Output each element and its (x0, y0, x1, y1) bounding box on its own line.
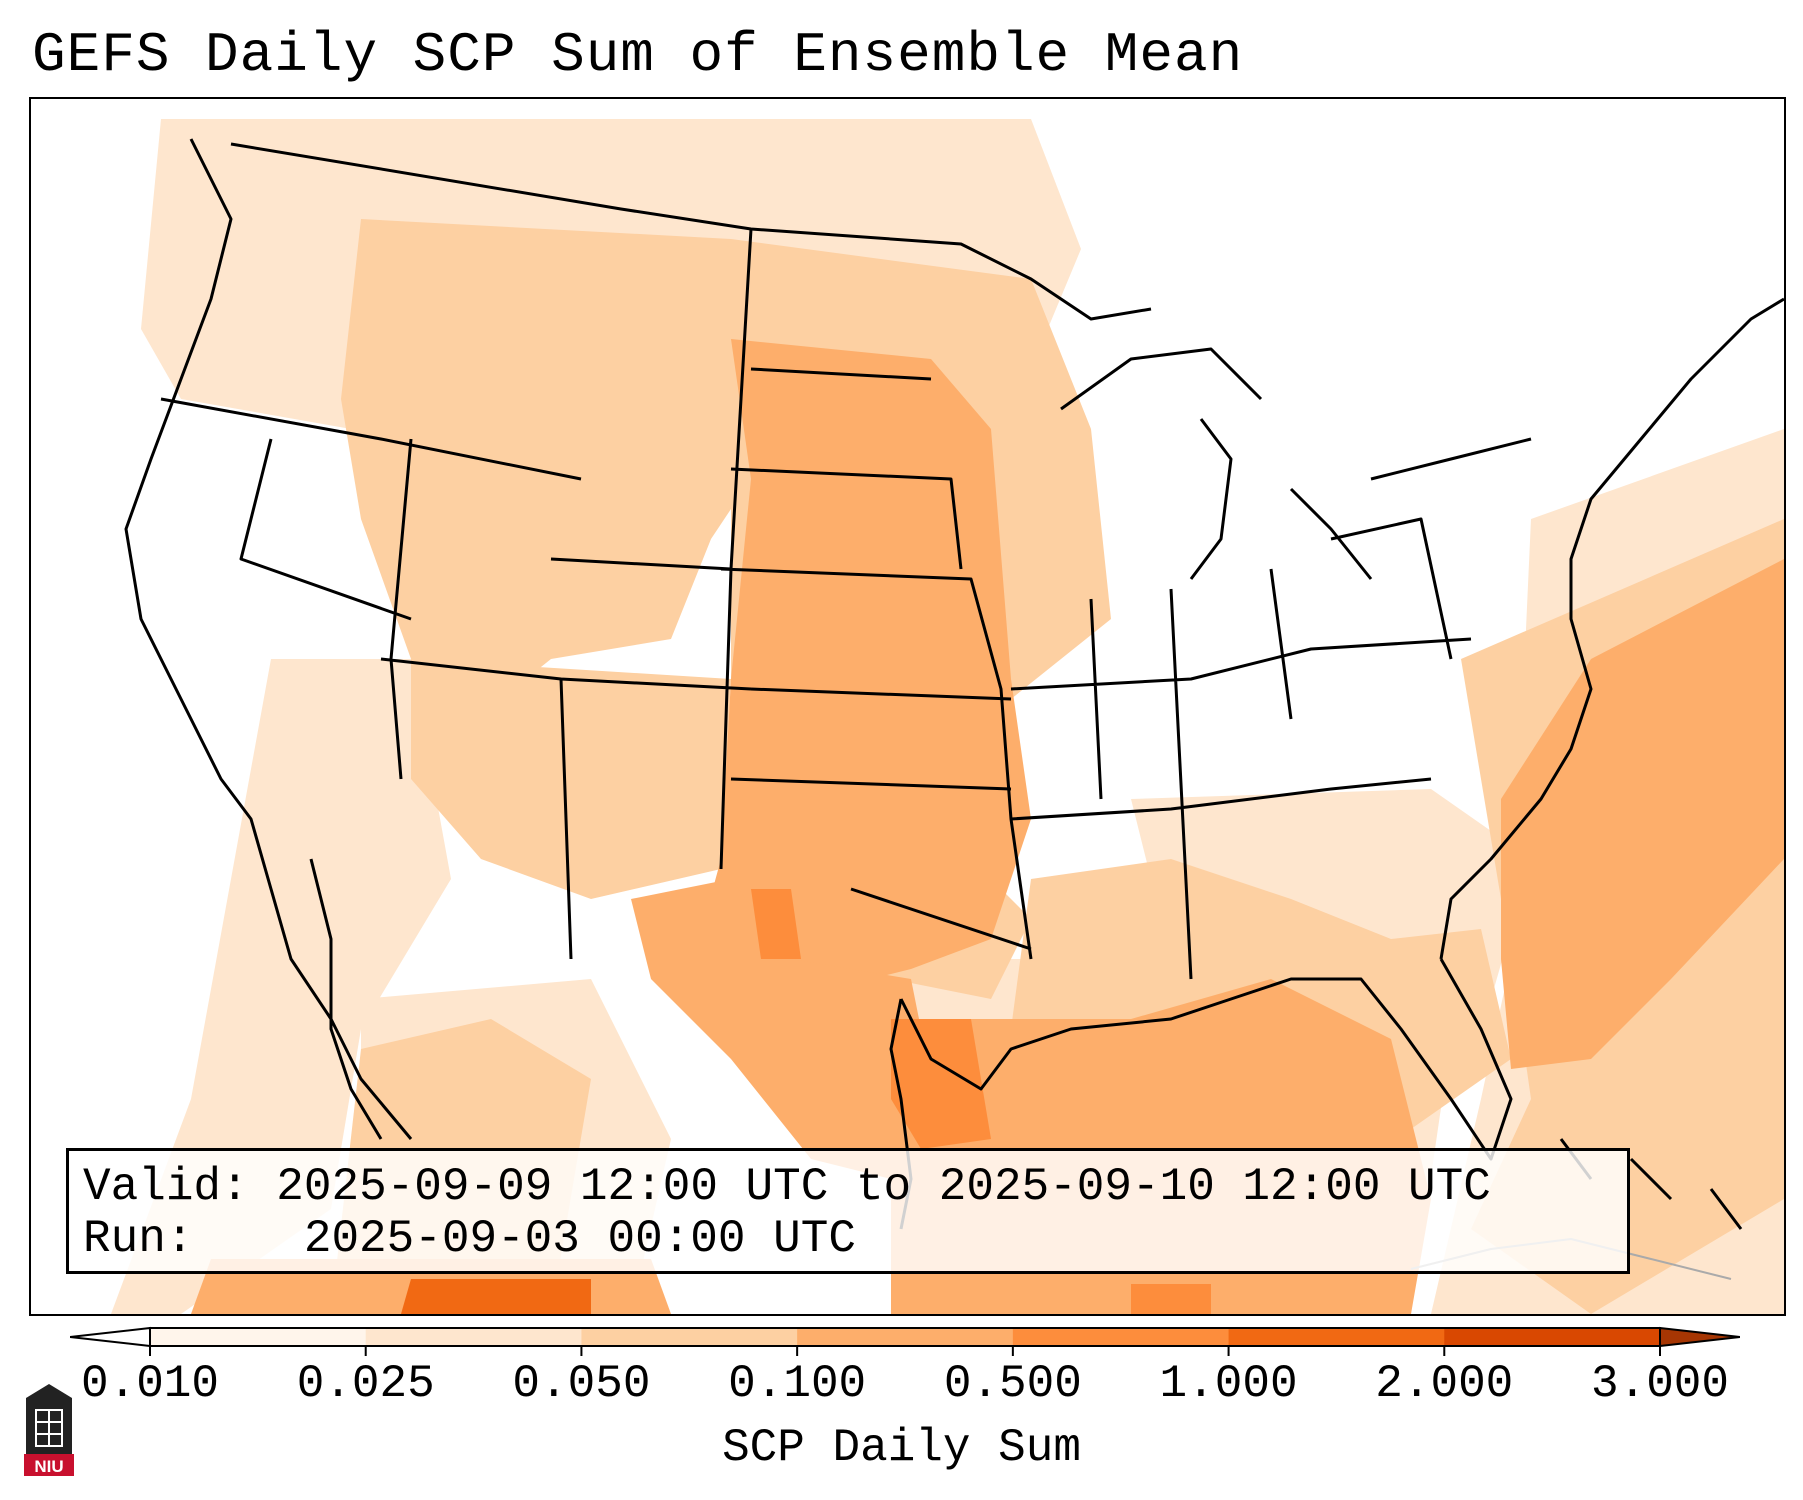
shade-pacific-nw (141, 119, 411, 429)
colorbar (70, 1326, 1740, 1356)
colorbar-tick-label: 0.025 (296, 1358, 435, 1410)
colorbar-tick-label: 0.050 (512, 1358, 651, 1410)
canada-us-border (230, 142, 1152, 321)
colorbar-extend-low (70, 1326, 151, 1348)
scp-shading (111, 119, 1784, 1314)
logo-text: NIU (34, 1457, 63, 1476)
shade-mexico-hotspot (401, 1279, 591, 1314)
atlantic-coastline (1439, 297, 1784, 960)
colorbar-ticks (149, 1346, 1661, 1356)
valid-time-box: Valid: 2025-09-09 12:00 UTC to 2025-09-1… (66, 1148, 1630, 1274)
colorbar-tick-label: 1.000 (1159, 1358, 1298, 1410)
shade-four-corners (411, 659, 731, 899)
shade-texas (631, 879, 931, 1179)
colorbar-tick-label: 0.500 (943, 1358, 1082, 1410)
gulf-coastline (899, 958, 1513, 1161)
logo-banner (24, 1454, 74, 1476)
colorbar-band (150, 1328, 367, 1346)
logo-window-bars (36, 1410, 62, 1446)
map-panel (29, 97, 1786, 1316)
colorbar-band (1444, 1328, 1661, 1346)
valid-line: Valid: 2025-09-09 12:00 UTC to 2025-09-1… (83, 1161, 1491, 1213)
run-label: Run: (83, 1213, 194, 1265)
colorbar-band (797, 1328, 1014, 1346)
colorbar-tick-label: 3.000 (1590, 1358, 1730, 1410)
shade-intermountain (341, 219, 751, 739)
colorbar-band (1228, 1328, 1445, 1346)
state-lines-east (1010, 517, 1472, 980)
colorbar-band (365, 1328, 582, 1346)
colorbar-band (581, 1328, 798, 1346)
shade-atlantic-orange (1501, 559, 1784, 1069)
map-title: GEFS Daily SCP Sum of Ensemble Mean (32, 23, 1244, 87)
shade-central-plains (691, 339, 1031, 999)
state-lines-west (160, 397, 752, 960)
run-value: 2025-09-03 00:00 UTC (303, 1213, 856, 1265)
colorbar-bands (149, 1327, 1661, 1347)
valid-label: Valid: (83, 1161, 249, 1213)
map-canvas (111, 119, 1784, 1314)
niu-logo: NIU (24, 1384, 74, 1476)
colorbar-tick-label: 0.100 (728, 1358, 867, 1410)
shade-texas-coast-hotspot (891, 1019, 991, 1149)
baja-peninsula (309, 858, 383, 1140)
run-line: Run: 2025-09-03 00:00 UTC (83, 1213, 856, 1265)
colorbar-tick-label: 2.000 (1375, 1358, 1514, 1410)
colorbar-extend-high (1659, 1326, 1740, 1348)
colorbar-tick-label: 0.010 (80, 1358, 220, 1410)
colorbar-band (1012, 1328, 1230, 1346)
state-lines-central (720, 228, 1033, 960)
valid-value: 2025-09-09 12:00 UTC to 2025-09-10 12:00… (276, 1161, 1491, 1213)
great-lakes (1060, 347, 1532, 580)
shade-sc-hotspot (1131, 1284, 1211, 1314)
west-coastline (124, 138, 413, 1140)
colorbar-label: SCP Daily Sum (722, 1422, 1081, 1474)
map-outlines (124, 138, 1784, 1280)
shade-texas-interior (751, 889, 801, 959)
